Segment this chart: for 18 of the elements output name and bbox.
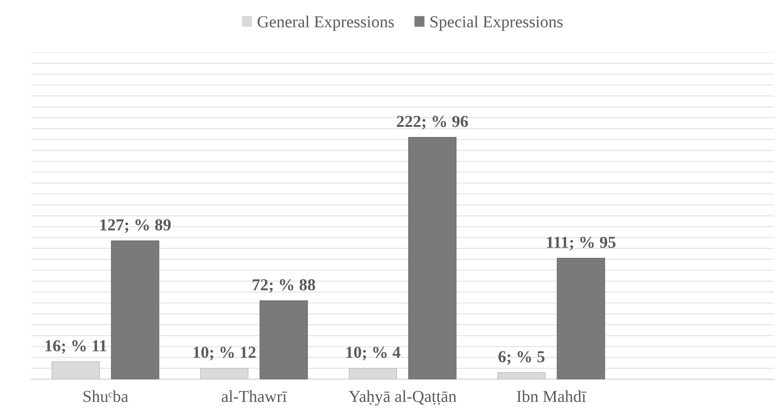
data-label: 111; % 95	[547, 236, 616, 250]
x-tick-label: Shuᶜba	[84, 390, 128, 402]
data-label: 222; % 96	[396, 116, 468, 130]
bar	[556, 258, 606, 380]
x-tick-label: Yaḥyā al-Qaṭṭān	[348, 390, 456, 406]
data-label: 6; % 5	[498, 351, 544, 365]
bar	[260, 300, 308, 380]
legend-label: Special Expressions	[430, 16, 563, 31]
x-tick-label: Ibn Mahdī	[516, 390, 586, 402]
data-label: 16; % 11	[46, 340, 106, 354]
legend-label: General Expressions	[258, 16, 394, 31]
bar	[408, 137, 456, 380]
data-label: 10; % 4	[346, 346, 400, 360]
x-tick-label: al-Thawrī	[222, 390, 288, 402]
data-label: 72; % 88	[252, 279, 316, 293]
data-label: 10; % 12	[194, 346, 256, 360]
data-label: 127; % 89	[100, 219, 171, 233]
bar	[111, 240, 160, 380]
